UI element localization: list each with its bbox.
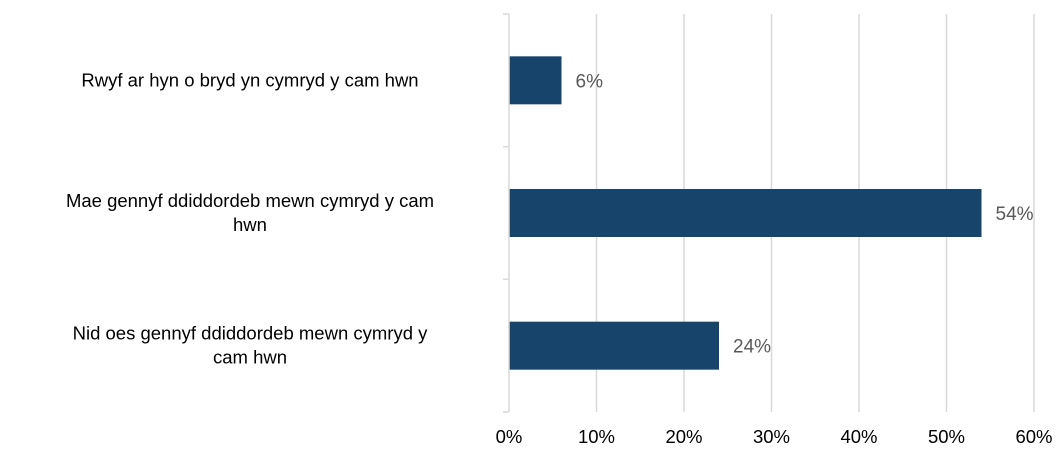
x-tick-label: 50% xyxy=(928,426,965,447)
x-tick-label: 0% xyxy=(496,426,523,447)
bar xyxy=(509,321,719,370)
data-label: 24% xyxy=(733,337,771,358)
x-tick-label: 20% xyxy=(665,426,702,447)
data-labels: 6% 54% 24% xyxy=(576,71,1034,357)
category-label: Rwyf ar hyn o bryd yn cymryd y cam hwn xyxy=(81,69,418,90)
category-labels: Rwyf ar hyn o bryd yn cymryd y cam hwn Ma… xyxy=(66,69,434,367)
x-tick-labels: 0% 10% 20% 30% 40% 50% 60% xyxy=(496,426,1053,447)
x-tick-label: 10% xyxy=(578,426,615,447)
bar xyxy=(509,56,562,105)
category-label: Mae gennyf ddiddordeb mewn cymryd y cam h… xyxy=(66,190,434,235)
category-axis xyxy=(503,13,510,413)
x-tick-label: 40% xyxy=(840,426,877,447)
x-tick-label: 60% xyxy=(1015,426,1052,447)
data-label: 6% xyxy=(576,71,604,92)
data-label: 54% xyxy=(996,204,1034,225)
bars xyxy=(509,56,982,370)
bar xyxy=(509,189,982,237)
x-tick-label: 30% xyxy=(753,426,790,447)
